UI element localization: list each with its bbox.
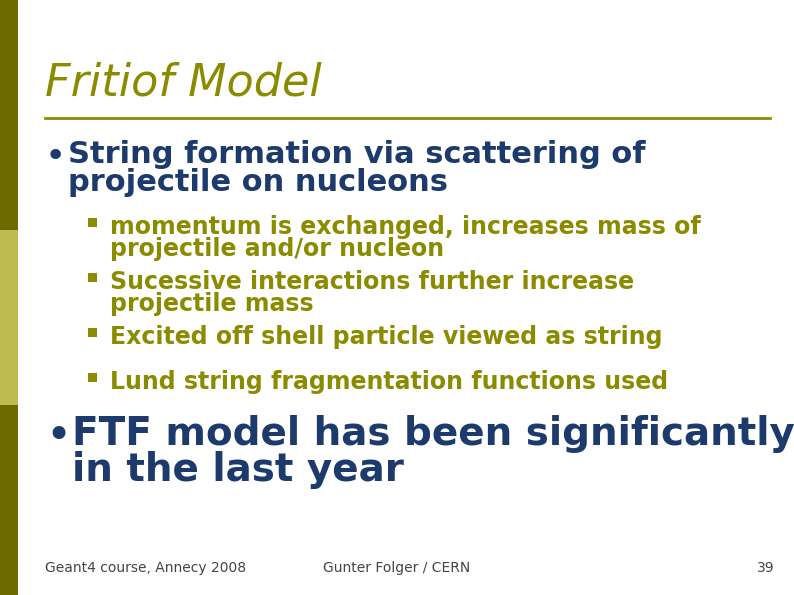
Bar [88, 273, 97, 282]
Text: projectile on nucleons: projectile on nucleons [68, 168, 448, 197]
Text: Lund string fragmentation functions used: Lund string fragmentation functions used [110, 370, 668, 394]
Text: Excited off shell particle viewed as string: Excited off shell particle viewed as str… [110, 325, 662, 349]
Text: in the last year: in the last year [72, 451, 404, 489]
Text: FTF model has been significantly improved: FTF model has been significantly improve… [72, 415, 794, 453]
Bar [0, 230, 18, 405]
Bar [88, 373, 97, 382]
Text: 39: 39 [757, 561, 775, 575]
Text: Gunter Folger / CERN: Gunter Folger / CERN [323, 561, 471, 575]
Text: •: • [45, 140, 66, 174]
Text: •: • [45, 415, 71, 458]
Text: Fritiof Model: Fritiof Model [45, 62, 322, 105]
Text: momentum is exchanged, increases mass of: momentum is exchanged, increases mass of [110, 215, 701, 239]
Text: Sucessive interactions further increase: Sucessive interactions further increase [110, 270, 634, 294]
Bar [88, 218, 97, 227]
Bar [88, 328, 97, 337]
Text: projectile mass: projectile mass [110, 292, 314, 316]
Bar [0, 0, 18, 595]
Text: projectile and/or nucleon: projectile and/or nucleon [110, 237, 444, 261]
Text: String formation via scattering of: String formation via scattering of [68, 140, 646, 169]
Text: Geant4 course, Annecy 2008: Geant4 course, Annecy 2008 [45, 561, 246, 575]
